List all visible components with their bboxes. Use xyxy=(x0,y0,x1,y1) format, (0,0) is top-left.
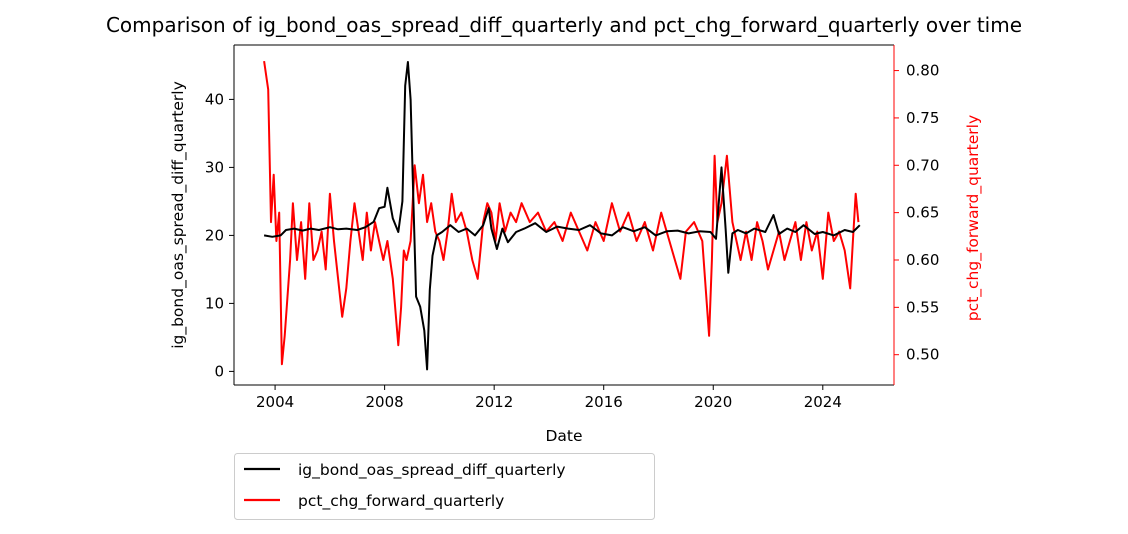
right-tick-label: 0.70 xyxy=(906,156,939,174)
series-layer xyxy=(263,60,861,371)
left-tick-label: 0 xyxy=(214,362,224,380)
series-line-spread xyxy=(263,61,861,371)
right-axis-ticks: 0.50 0.55 0.60 0.65 0.70 0.75 0.80 xyxy=(894,62,939,364)
x-tick-label: 2004 xyxy=(256,393,294,411)
right-axis-label: pct_chg_forward_quarterly xyxy=(964,115,983,321)
x-tick-label: 2008 xyxy=(366,393,404,411)
x-axis-ticks: 2004 2008 2012 2016 2020 2024 xyxy=(256,385,842,411)
plot-area xyxy=(233,44,895,386)
x-axis-label: Date xyxy=(545,427,582,445)
right-tick-label: 0.80 xyxy=(906,62,939,80)
x-tick-label: 2020 xyxy=(694,393,732,411)
right-tick-label: 0.75 xyxy=(906,109,939,127)
left-tick-label: 10 xyxy=(205,294,224,312)
right-tick-label: 0.55 xyxy=(906,298,939,316)
series-line-pct xyxy=(263,60,860,366)
x-tick-label: 2012 xyxy=(475,393,513,411)
left-axis-ticks: 0 10 20 30 40 xyxy=(205,90,234,380)
right-tick-label: 0.60 xyxy=(906,251,939,269)
legend-label-pct: pct_chg_forward_quarterly xyxy=(298,492,504,511)
right-tick-label: 0.50 xyxy=(906,346,939,364)
chart-title: Comparison of ig_bond_oas_spread_diff_qu… xyxy=(106,13,1022,37)
right-tick-label: 0.65 xyxy=(906,204,939,222)
left-tick-label: 30 xyxy=(205,158,224,176)
legend-label-spread: ig_bond_oas_spread_diff_quarterly xyxy=(298,461,566,480)
legend: ig_bond_oas_spread_diff_quarterly pct_ch… xyxy=(234,453,655,520)
left-axis-label: ig_bond_oas_spread_diff_quarterly xyxy=(169,81,188,349)
legend-box xyxy=(234,453,655,520)
left-tick-label: 20 xyxy=(205,226,224,244)
x-tick-label: 2016 xyxy=(585,393,623,411)
plot-background xyxy=(234,45,894,385)
left-tick-label: 40 xyxy=(205,90,224,108)
x-tick-label: 2024 xyxy=(804,393,842,411)
